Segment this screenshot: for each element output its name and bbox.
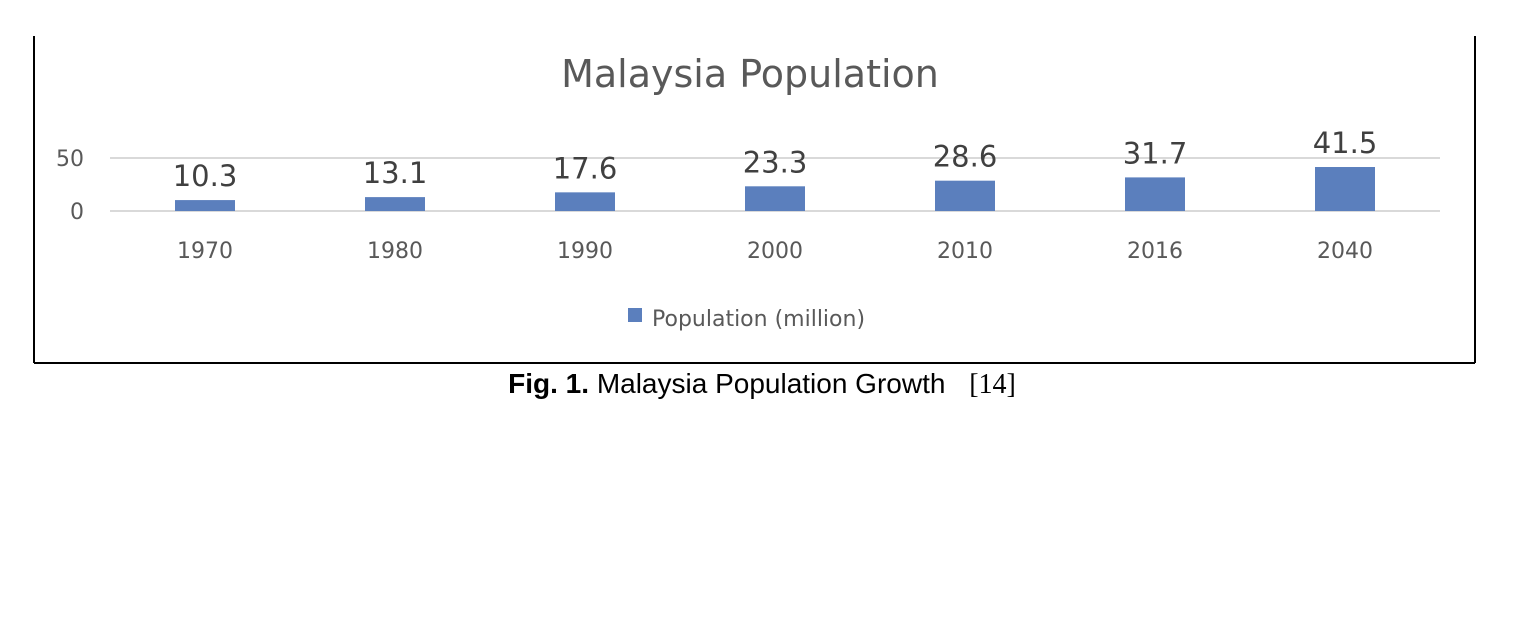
bar: [935, 180, 995, 211]
data-label: 31.7: [1123, 136, 1188, 170]
y-tick-label: 50: [56, 147, 84, 172]
data-label: 41.5: [1313, 126, 1378, 160]
data-label: 10.3: [173, 159, 238, 193]
legend-swatch: [628, 308, 642, 322]
x-tick-label: 2016: [1127, 239, 1183, 264]
data-label: 23.3: [743, 145, 808, 179]
chart-svg: Malaysia Population 0 50 10.3 13.1 17.6 23.3…: [33, 36, 1476, 364]
x-tick-label: 2040: [1317, 239, 1373, 264]
legend-label: Population (million): [652, 307, 865, 332]
bar: [745, 186, 805, 211]
legend: Population (million): [628, 307, 865, 332]
data-label: 28.6: [933, 140, 998, 174]
data-label: 13.1: [363, 156, 428, 190]
x-tick-label: 1990: [557, 239, 613, 264]
x-tick-label: 2010: [937, 239, 993, 264]
x-tick-label: 1970: [177, 239, 233, 264]
bar: [365, 197, 425, 211]
y-axis-ticks: 0 50: [56, 147, 84, 225]
figure-number: Fig. 1.: [508, 368, 590, 399]
x-tick-label: 1980: [367, 239, 423, 264]
data-label: 17.6: [553, 151, 618, 185]
bars: [175, 167, 1375, 211]
bar: [555, 192, 615, 211]
bar: [175, 200, 235, 211]
figure-caption: Fig. 1. Malaysia Population Growth [14]: [0, 368, 1524, 401]
chart-title: Malaysia Population: [561, 52, 939, 96]
bar: [1125, 177, 1185, 211]
x-tick-label: 2000: [747, 239, 803, 264]
data-labels: 10.3 13.1 17.6 23.3 28.6 31.7 41.5: [173, 126, 1378, 193]
x-axis-ticks: 1970 1980 1990 2000 2010 2016 2040: [177, 239, 1373, 264]
caption-text: Malaysia Population Growth: [596, 368, 946, 399]
y-tick-label: 0: [70, 200, 84, 225]
caption-citation: [14]: [969, 369, 1016, 400]
chart-figure: Malaysia Population 0 50 10.3 13.1 17.6 23.3…: [0, 36, 1524, 401]
bar: [1315, 167, 1375, 211]
